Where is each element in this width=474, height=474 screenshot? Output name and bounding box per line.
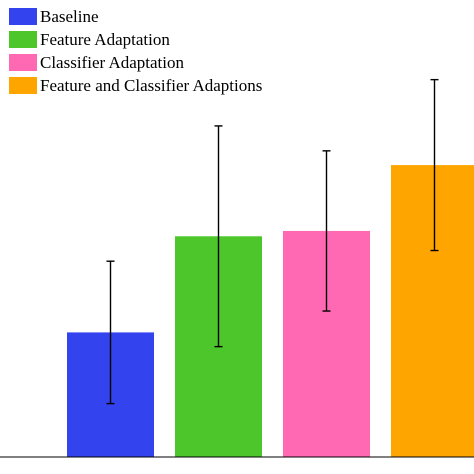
legend-label-2: Feature Adaptation <box>40 30 170 49</box>
legend-label-4: Feature and Classifier Adaptions <box>40 76 262 95</box>
legend-swatch-1 <box>9 8 37 25</box>
legend: Baseline Feature Adaptation Classifier Ada… <box>9 7 262 95</box>
legend-label-3: Classifier Adaptation <box>40 53 185 72</box>
bar-4 <box>391 165 474 457</box>
legend-swatch-2 <box>9 31 37 48</box>
error-bars-group <box>106 78 439 405</box>
legend-swatch-4 <box>9 77 37 94</box>
legend-swatch-3 <box>9 54 37 71</box>
bars-group <box>67 165 474 457</box>
legend-label-1: Baseline <box>40 7 99 26</box>
